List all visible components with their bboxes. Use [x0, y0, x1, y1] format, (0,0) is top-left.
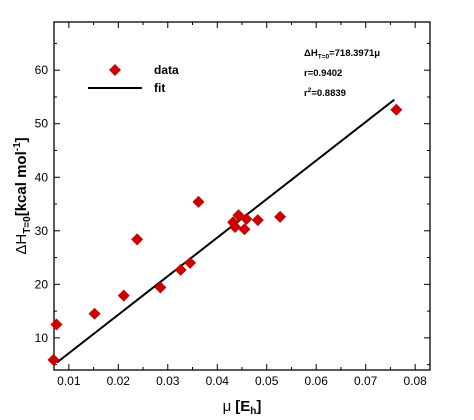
plot-frame [53, 21, 431, 371]
legend-fit-label: fit [154, 81, 165, 95]
x-axis-ticks: 0.01 0.02 0.03 0.04 0.05 0.06 0.07 0.08 [57, 22, 427, 388]
data-point [192, 195, 205, 208]
x-axis-label: μ [Eh] [223, 398, 262, 417]
y-axis-ticks: 10 20 30 40 50 60 [35, 42, 430, 366]
x-tick-label: 0.01 [57, 374, 81, 388]
fit-annotations: ΔHT=0=718.3971μ r=0.9402 r2=0.8839 [304, 48, 380, 99]
x-tick-label: 0.08 [403, 374, 427, 388]
data-point [154, 281, 167, 294]
y-tick-label: 30 [35, 224, 49, 238]
data-point [47, 353, 60, 366]
data-point [390, 103, 403, 116]
y-tick-label: 50 [35, 117, 49, 131]
legend-diamond-icon [109, 64, 121, 76]
data-point [88, 307, 101, 320]
data-points-layer [47, 103, 403, 366]
data-point [251, 214, 264, 227]
y-tick-label: 40 [35, 170, 49, 184]
y-axis-label: ΔHT=0[kcal mol-1] [12, 137, 33, 254]
data-point [238, 223, 251, 236]
y-tick-label: 10 [35, 331, 49, 345]
data-point [131, 233, 144, 246]
data-point [240, 213, 253, 226]
annotation-r: r=0.9402 [304, 68, 342, 79]
data-point [117, 289, 130, 302]
annotation-equation: ΔHT=0=718.3971μ [304, 48, 380, 61]
x-tick-label: 0.04 [206, 374, 230, 388]
fit-line [56, 98, 395, 364]
y-tick-label: 60 [35, 63, 49, 77]
data-point [184, 256, 197, 269]
data-point [174, 263, 187, 276]
x-tick-label: 0.07 [354, 374, 378, 388]
fit-line-layer [56, 98, 395, 364]
annotation-r-squared: r2=0.8839 [304, 87, 346, 99]
x-tick-label: 0.05 [255, 374, 279, 388]
x-tick-label: 0.02 [107, 374, 131, 388]
data-point [274, 210, 287, 223]
legend-data-label: data [154, 63, 179, 77]
legend: data fit [88, 63, 179, 95]
data-point [50, 318, 63, 331]
x-tick-label: 0.03 [156, 374, 180, 388]
legend-data-marker [109, 64, 121, 76]
x-tick-label: 0.06 [305, 374, 329, 388]
y-tick-label: 20 [35, 277, 49, 291]
data-point [229, 221, 242, 234]
